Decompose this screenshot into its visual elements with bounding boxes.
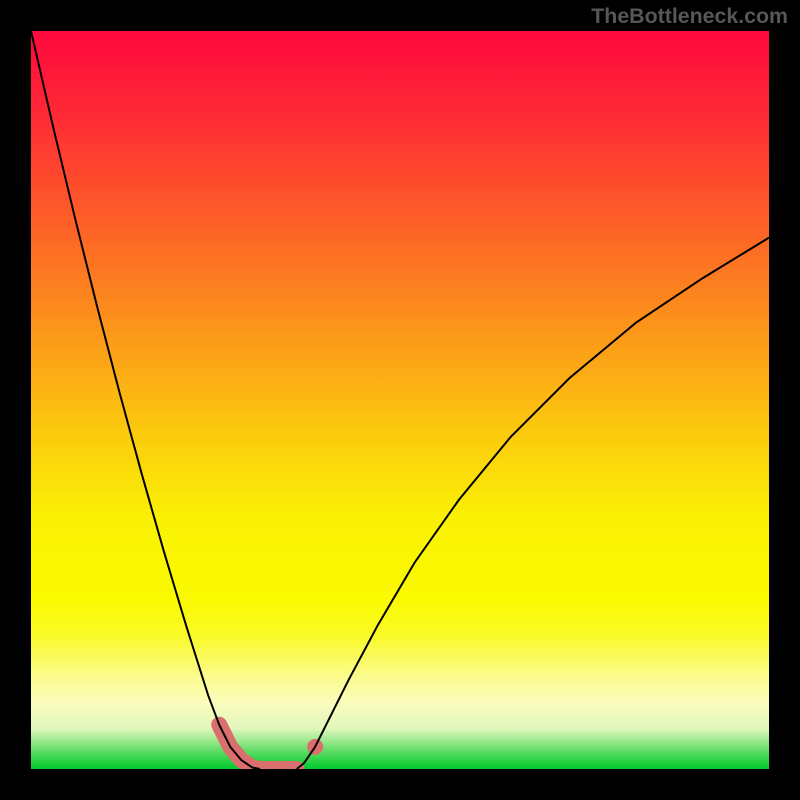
- chart-svg: [31, 31, 769, 769]
- watermark-text: TheBottleneck.com: [591, 4, 788, 29]
- chart-background: [31, 31, 769, 769]
- bottleneck-chart: [31, 31, 769, 769]
